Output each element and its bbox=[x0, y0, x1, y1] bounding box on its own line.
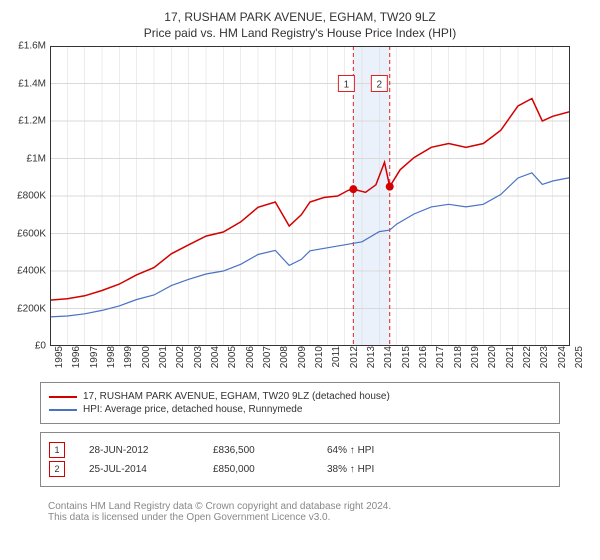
x-tick-label: 2014 bbox=[379, 346, 394, 368]
legend: 17, RUSHAM PARK AVENUE, EGHAM, TW20 9LZ … bbox=[40, 382, 560, 424]
legend-row: HPI: Average price, detached house, Runn… bbox=[49, 404, 551, 415]
x-tick-label: 1995 bbox=[50, 346, 65, 368]
legend-row: 17, RUSHAM PARK AVENUE, EGHAM, TW20 9LZ … bbox=[49, 391, 551, 402]
svg-text:1: 1 bbox=[344, 80, 350, 91]
x-tick-label: 2024 bbox=[553, 346, 568, 368]
x-tick-label: 2020 bbox=[483, 346, 498, 368]
sale-row: 2 25-JUL-2014 £850,000 38% ↑ HPI bbox=[49, 461, 551, 477]
y-tick-label: £200K bbox=[17, 303, 50, 314]
legend-label: 17, RUSHAM PARK AVENUE, EGHAM, TW20 9LZ … bbox=[83, 391, 390, 402]
footer-attribution: Contains HM Land Registry data © Crown c… bbox=[40, 495, 560, 529]
x-tick-label: 2002 bbox=[171, 346, 186, 368]
x-tick-label: 2016 bbox=[414, 346, 429, 368]
x-tick-label: 2006 bbox=[241, 346, 256, 368]
x-tick-label: 2004 bbox=[206, 346, 221, 368]
y-tick-label: £600K bbox=[17, 228, 50, 239]
x-tick-label: 2013 bbox=[362, 346, 377, 368]
x-tick-label: 2009 bbox=[293, 346, 308, 368]
x-tick-label: 2012 bbox=[345, 346, 360, 368]
sale-marker: 1 bbox=[49, 442, 65, 458]
x-tick-label: 2017 bbox=[431, 346, 446, 368]
x-tick-label: 2015 bbox=[397, 346, 412, 368]
x-tick-label: 2008 bbox=[275, 346, 290, 368]
x-tick-label: 2001 bbox=[154, 346, 169, 368]
footer-line-2: This data is licensed under the Open Gov… bbox=[48, 512, 552, 523]
sale-price: £850,000 bbox=[213, 464, 303, 475]
x-tick-label: 2023 bbox=[535, 346, 550, 368]
x-tick-label: 1999 bbox=[119, 346, 134, 368]
price-chart: 12£0£200K£400K£600K£800K£1M£1.2M£1.4M£1.… bbox=[50, 46, 570, 346]
y-tick-label: £800K bbox=[17, 191, 50, 202]
footer-line-1: Contains HM Land Registry data © Crown c… bbox=[48, 501, 552, 512]
x-tick-label: 2005 bbox=[223, 346, 238, 368]
x-tick-label: 2018 bbox=[449, 346, 464, 368]
x-tick-label: 2022 bbox=[518, 346, 533, 368]
y-tick-label: £0 bbox=[35, 341, 50, 352]
x-tick-label: 2003 bbox=[189, 346, 204, 368]
svg-text:2: 2 bbox=[377, 80, 383, 91]
sales-table: 1 28-JUN-2012 £836,500 64% ↑ HPI 2 25-JUL-201… bbox=[40, 432, 560, 487]
sale-delta: 38% ↑ HPI bbox=[327, 464, 374, 475]
sale-date: 28-JUN-2012 bbox=[89, 445, 189, 456]
y-tick-label: £400K bbox=[17, 266, 50, 277]
x-tick-label: 2007 bbox=[258, 346, 273, 368]
page-title-subtitle: Price paid vs. HM Land Registry's House … bbox=[10, 26, 590, 40]
sale-price: £836,500 bbox=[213, 445, 303, 456]
x-tick-label: 2010 bbox=[310, 346, 325, 368]
y-tick-label: £1.4M bbox=[18, 78, 50, 89]
x-tick-label: 2011 bbox=[327, 346, 342, 368]
y-tick-label: £1M bbox=[27, 153, 50, 164]
sale-delta: 64% ↑ HPI bbox=[327, 445, 374, 456]
x-tick-label: 1997 bbox=[85, 346, 100, 368]
x-tick-label: 2025 bbox=[570, 346, 585, 368]
x-tick-label: 1996 bbox=[67, 346, 82, 368]
y-tick-label: £1.6M bbox=[18, 41, 50, 52]
legend-swatch bbox=[49, 409, 77, 411]
sale-marker: 2 bbox=[49, 461, 65, 477]
x-tick-label: 2021 bbox=[501, 346, 516, 368]
x-tick-label: 1998 bbox=[102, 346, 117, 368]
sale-date: 25-JUL-2014 bbox=[89, 464, 189, 475]
legend-swatch bbox=[49, 396, 77, 398]
page-title-address: 17, RUSHAM PARK AVENUE, EGHAM, TW20 9LZ bbox=[10, 10, 590, 24]
x-tick-label: 2019 bbox=[466, 346, 481, 368]
sale-row: 1 28-JUN-2012 £836,500 64% ↑ HPI bbox=[49, 442, 551, 458]
x-tick-label: 2000 bbox=[137, 346, 152, 368]
legend-label: HPI: Average price, detached house, Runn… bbox=[83, 404, 302, 415]
y-tick-label: £1.2M bbox=[18, 116, 50, 127]
